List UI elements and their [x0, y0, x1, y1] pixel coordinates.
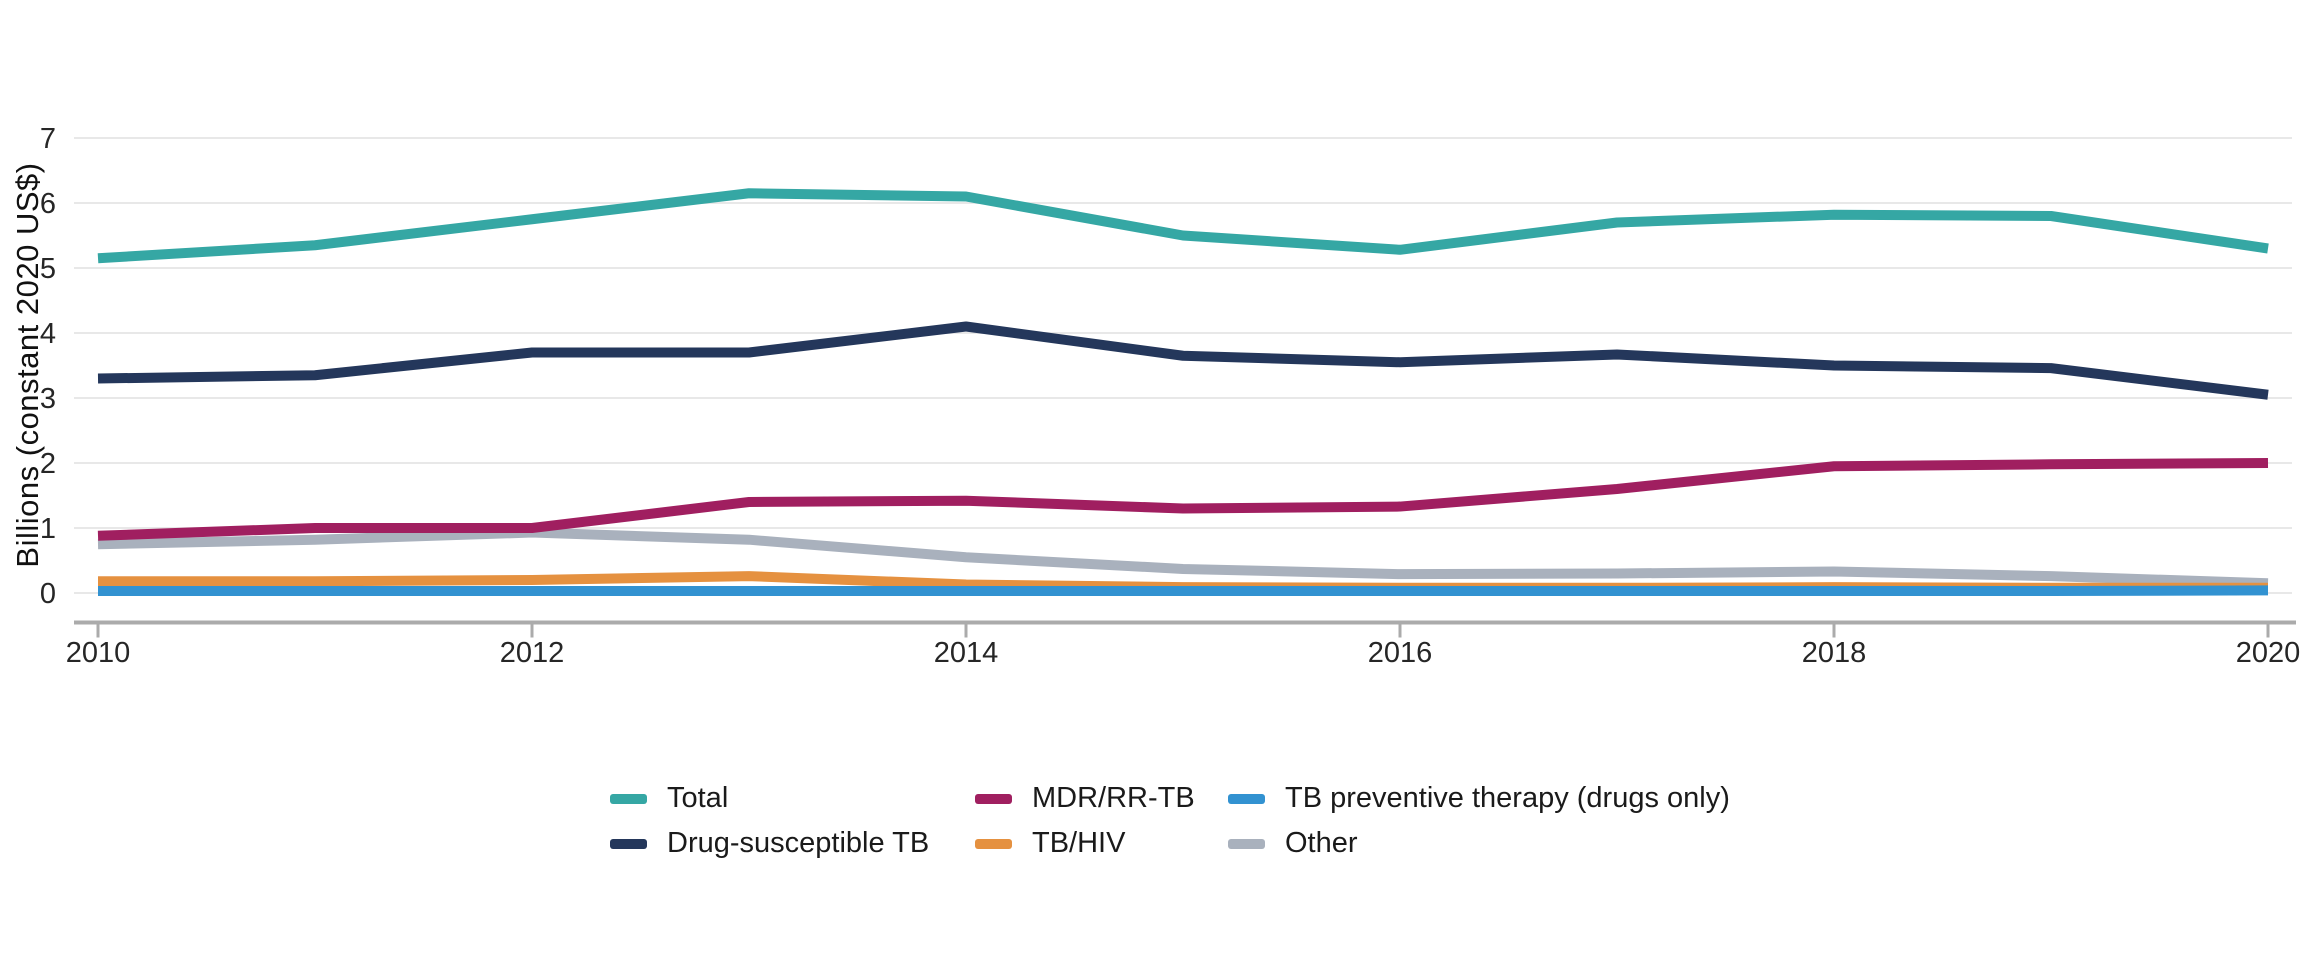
- x-tick-label: 2014: [934, 637, 999, 669]
- y-axis-title: Billions (constant 2020 US$): [10, 162, 45, 568]
- y-tick-label: 2: [40, 448, 56, 480]
- x-tick-label: 2010: [66, 637, 131, 669]
- y-tick-label: 0: [40, 578, 56, 610]
- legend-item-mdr-rr-tb: MDR/RR-TB: [975, 782, 1228, 815]
- series-line-drug-susceptible-tb: [97, 321, 2269, 400]
- legend-swatch-mdr-rr-tb: [975, 793, 1012, 804]
- legend-item-drug-susceptible-tb: Drug-susceptible TB: [610, 827, 975, 860]
- legend-item-tb-preventive-therapy-drugs-only: TB preventive therapy (drugs only): [1228, 782, 1730, 815]
- legend-label: Total: [667, 782, 729, 814]
- legend-label: MDR/RR-TB: [1032, 782, 1195, 814]
- y-tick-label: 4: [40, 318, 56, 350]
- y-tick-label: 5: [40, 253, 56, 285]
- series-line-tb-preventive-therapy-drugs-only: [98, 585, 2269, 597]
- legend-item-other: Other: [1228, 827, 1358, 860]
- legend-swatch-tb-preventive-therapy-drugs-only: [1228, 793, 1265, 804]
- series-line-mdr-rr-tb: [97, 458, 2269, 541]
- series-line-other: [97, 527, 2269, 589]
- x-tick-label: 2020: [2236, 637, 2301, 669]
- legend-item-total: Total: [610, 782, 975, 815]
- y-tick-label: 6: [40, 188, 56, 220]
- chart-legend: Total MDR/RR-TB TB preventive therapy (dru…: [610, 776, 1730, 866]
- line-chart: 0 1 2 3 4 5 6 7 2010 2012 2014 2016 2018 2020: [40, 123, 2301, 669]
- y-tick-label: 1: [40, 513, 56, 545]
- legend-swatch-other: [1228, 838, 1265, 849]
- legend-row: Drug-susceptible TB TB/HIV Other: [610, 821, 1730, 866]
- x-tick-label: 2012: [500, 637, 565, 669]
- legend-swatch-total: [610, 793, 647, 804]
- series-line-total: [97, 188, 2269, 264]
- legend-swatch-tb-hiv: [975, 838, 1012, 849]
- y-tick-label: 3: [40, 383, 56, 415]
- x-tick-label: 2018: [1802, 637, 1867, 669]
- legend-item-tb-hiv: TB/HIV: [975, 827, 1228, 860]
- y-tick-label: 7: [40, 123, 56, 155]
- legend-label: Drug-susceptible TB: [667, 827, 930, 859]
- legend-row: Total MDR/RR-TB TB preventive therapy (dru…: [610, 776, 1730, 821]
- legend-swatch-drug-susceptible-tb: [610, 838, 647, 849]
- legend-label: TB/HIV: [1032, 827, 1126, 859]
- x-tick-label: 2016: [1368, 637, 1433, 669]
- legend-label: TB preventive therapy (drugs only): [1285, 782, 1730, 814]
- legend-label: Other: [1285, 827, 1358, 859]
